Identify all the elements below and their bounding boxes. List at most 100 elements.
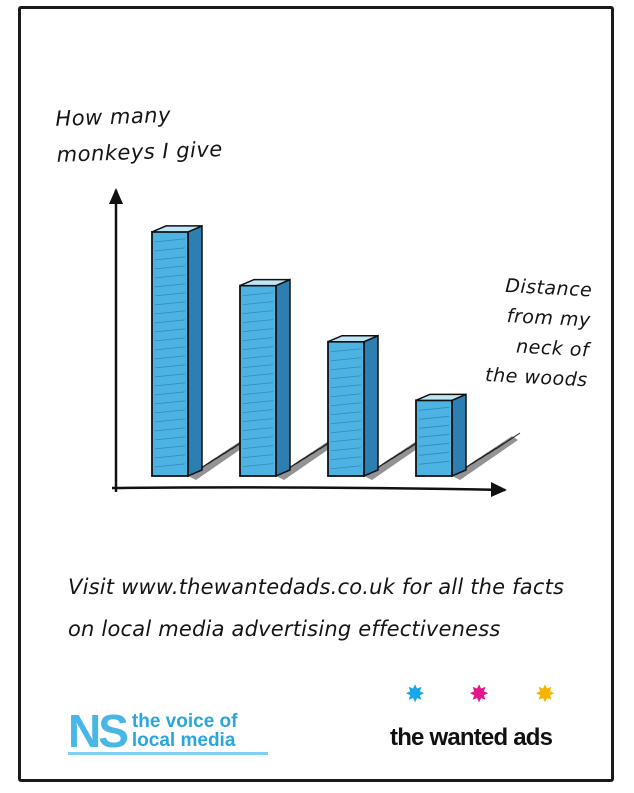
bar-hatch bbox=[242, 427, 274, 432]
cta-line-1: Visit www.thewantedads.co.uk for all the… bbox=[68, 575, 565, 599]
bar-hatch bbox=[154, 238, 186, 243]
bar-top bbox=[327, 334, 379, 343]
bar-hatch bbox=[154, 346, 186, 351]
star-burst-icon: ✸ bbox=[535, 682, 556, 708]
bar-top bbox=[239, 278, 291, 287]
bar-hatch bbox=[418, 442, 450, 447]
star-burst-icon: ✸ bbox=[469, 682, 490, 708]
bar-front bbox=[415, 399, 453, 477]
bar-shadow bbox=[364, 436, 430, 480]
bar-hatch bbox=[154, 418, 186, 423]
bar-hatch bbox=[418, 415, 450, 420]
bar-hatch bbox=[330, 420, 362, 425]
bar-hatch bbox=[154, 364, 186, 369]
cta-line-2: on local media advertising effectiveness bbox=[68, 617, 501, 641]
bar-shadow bbox=[276, 436, 342, 480]
bar-top bbox=[151, 225, 203, 233]
bar-hatch bbox=[154, 292, 186, 297]
bar-hatch bbox=[242, 319, 274, 324]
bar-hatch bbox=[418, 460, 450, 465]
ns-logo-underline bbox=[68, 752, 268, 755]
bar-hatch bbox=[154, 337, 186, 342]
bar-hatch bbox=[242, 382, 274, 387]
y-axis-label: How many monkeys I give bbox=[55, 95, 224, 173]
bar-hatch bbox=[242, 310, 274, 315]
y-axis-label-line-2: monkeys I give bbox=[56, 137, 224, 167]
bar-hatch bbox=[242, 346, 274, 351]
bar-hatch bbox=[154, 355, 186, 360]
bar-hatch bbox=[330, 366, 362, 371]
x-axis-arrow bbox=[491, 482, 507, 497]
bar-hatch bbox=[242, 355, 274, 360]
bar-hatch bbox=[154, 319, 186, 324]
bar-hatch bbox=[418, 433, 450, 438]
bar-hatch bbox=[330, 411, 362, 416]
bar-hatch bbox=[330, 375, 362, 380]
bar-hatch bbox=[154, 400, 186, 405]
ns-logo-text: the voice of local media bbox=[132, 712, 238, 750]
bar-shadow bbox=[188, 436, 254, 480]
bar-hatch bbox=[242, 400, 274, 405]
bar-hatch bbox=[154, 265, 186, 270]
bar-hatch bbox=[242, 454, 274, 459]
bar-hatch bbox=[154, 301, 186, 306]
bar-hatch bbox=[242, 445, 274, 450]
bar bbox=[239, 278, 345, 480]
bar-front bbox=[239, 284, 277, 477]
ns-logo-line-1: the voice of bbox=[131, 711, 238, 732]
bar-hatch bbox=[242, 463, 274, 468]
bar bbox=[327, 334, 433, 480]
bar bbox=[151, 224, 257, 480]
bar-hatch bbox=[242, 373, 274, 378]
bar-hatch bbox=[330, 429, 362, 434]
bar-shadow bbox=[452, 436, 518, 480]
wanted-ads-logo: the wanted ads bbox=[390, 724, 553, 751]
bar-hatch bbox=[154, 454, 186, 459]
chart-bars bbox=[151, 224, 521, 480]
bar-hatch bbox=[330, 348, 362, 353]
chart-axes bbox=[109, 188, 507, 497]
bar-hatch bbox=[242, 301, 274, 306]
bar-side bbox=[275, 278, 291, 478]
bar-hatch bbox=[242, 418, 274, 423]
y-axis-label-line-1: How many bbox=[55, 102, 172, 131]
bar-hatch bbox=[330, 456, 362, 461]
bar-side bbox=[187, 224, 203, 478]
bar-hatch bbox=[330, 384, 362, 389]
bar-hatch bbox=[154, 391, 186, 396]
bar-hatch bbox=[154, 409, 186, 414]
star-burst-icon: ✸ bbox=[405, 682, 426, 708]
bar-hatch bbox=[330, 357, 362, 362]
y-axis-arrow bbox=[109, 188, 123, 204]
bar-hatch bbox=[242, 391, 274, 396]
bar-hatch bbox=[242, 328, 274, 333]
bar-hatch bbox=[330, 393, 362, 398]
bar-hatch bbox=[154, 274, 186, 279]
bar-hatch bbox=[242, 409, 274, 414]
bar bbox=[415, 393, 521, 480]
ns-logo: NS the voice of local media bbox=[68, 704, 237, 758]
ns-logo-mark: NS bbox=[68, 705, 129, 757]
ns-logo-line-2: local media bbox=[131, 730, 236, 751]
bar-hatch bbox=[330, 465, 362, 470]
bar-hatch bbox=[154, 256, 186, 261]
bar-hatch bbox=[418, 424, 450, 429]
bar-hatch bbox=[154, 328, 186, 333]
bar-hatch bbox=[242, 436, 274, 441]
x-axis-line bbox=[111, 486, 506, 492]
bar-hatch bbox=[330, 402, 362, 407]
bar-hatch bbox=[418, 451, 450, 456]
bar-hatch bbox=[242, 364, 274, 369]
bar-front bbox=[151, 231, 189, 477]
bar-hatch bbox=[154, 463, 186, 468]
bar-hatch bbox=[242, 337, 274, 342]
bar-hatch bbox=[242, 292, 274, 297]
bar-front bbox=[327, 340, 365, 477]
x-axis-label: Distance from my neck of the woods bbox=[457, 269, 593, 396]
bar-shadow-hatch bbox=[495, 432, 521, 450]
bar-hatch bbox=[330, 438, 362, 443]
bar-hatch bbox=[154, 310, 186, 315]
bar-top bbox=[415, 393, 467, 402]
bar-hatch bbox=[418, 406, 450, 411]
